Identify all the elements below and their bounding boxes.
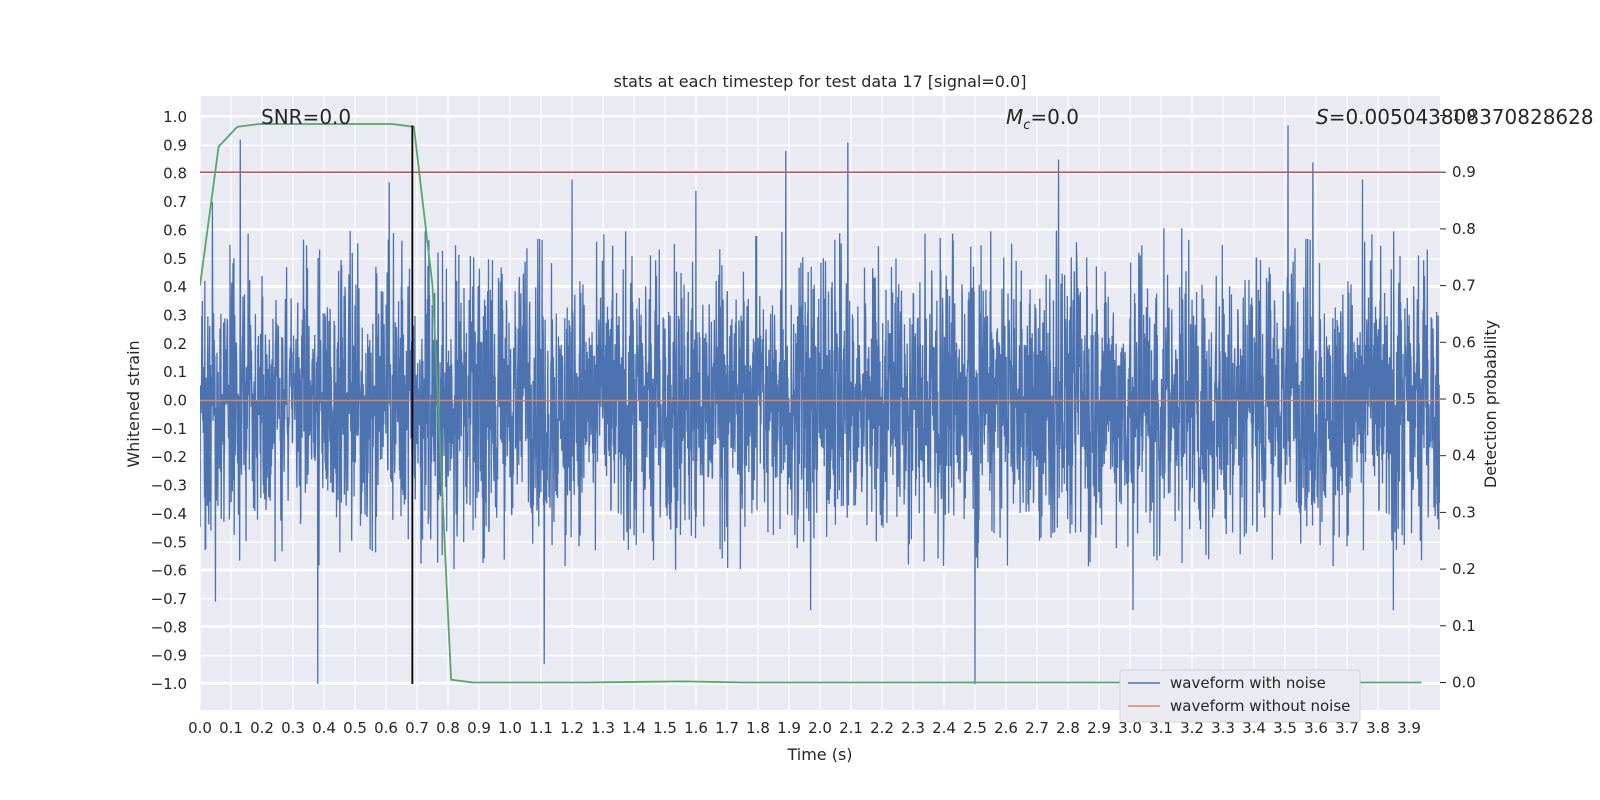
y-tick-label-left: −0.4: [151, 505, 187, 523]
x-tick-label: 2.4: [932, 719, 956, 737]
x-tick-label: 1.5: [653, 719, 677, 737]
x-tick-label: 0.2: [250, 719, 274, 737]
legend: waveform with noise waveform without noi…: [1119, 669, 1361, 723]
data-layer: [200, 123, 1440, 685]
y-tick-label-left: 0.7: [163, 193, 187, 211]
y-tick-label-left: 0.1: [163, 363, 187, 381]
x-tick-label: 2.6: [994, 719, 1018, 737]
y-tick-label-left: −0.9: [151, 647, 187, 665]
y-tick-label-left: 0.0: [163, 392, 187, 410]
x-tick-label: 2.5: [963, 719, 987, 737]
chart-title: stats at each timestep for test data 17 …: [614, 72, 1027, 91]
x-tick-label: 1.3: [591, 719, 615, 737]
legend-label-clean: waveform without noise: [1170, 697, 1350, 715]
x-tick-label: 3.3: [1211, 719, 1235, 737]
mc-value: =0.0: [1030, 105, 1079, 129]
y-tick-label-left: −1.0: [151, 675, 187, 693]
x-tick-label: 1.9: [777, 719, 801, 737]
mc-symbol: M: [1006, 105, 1023, 129]
y-tick-label-right: 0.4: [1452, 447, 1476, 465]
x-tick-label: 0.9: [467, 719, 491, 737]
x-tick-label: 3.5: [1273, 719, 1297, 737]
x-tick-label: 3.6: [1304, 719, 1328, 737]
x-tick-label: 0.5: [343, 719, 367, 737]
y-tick-label-right: 0.0: [1452, 674, 1476, 692]
x-tick-label: 2.7: [1025, 719, 1049, 737]
y-tick-label-right: 0.6: [1452, 333, 1476, 351]
x-tick-label: 0.8: [436, 719, 460, 737]
x-tick-label: 0.7: [405, 719, 429, 737]
s-annotation: S=0.005043808370828628: [1316, 105, 1594, 129]
y-tick-label-right: 0.5: [1452, 390, 1476, 408]
y-ticks-left: 1.0 0.9 0.8 0.7 0.6 0.5 0.4 0.3 0.2 0.1 0.0 −0.1 −0.…: [151, 108, 187, 693]
y-tick-label-right: 0.3: [1452, 503, 1476, 521]
y-tick-label-left: 0.8: [163, 165, 187, 183]
x-tick-label: 2.3: [901, 719, 925, 737]
y-tick-label-right: 0.9: [1452, 163, 1476, 181]
snr-prefix: SNR=: [261, 105, 319, 129]
y-tick-label-left: 0.9: [163, 136, 187, 154]
x-tick-label: 0.3: [281, 719, 305, 737]
x-tick-label: 3.1: [1149, 719, 1173, 737]
y-tick-label-left: −0.3: [151, 477, 187, 495]
y-tick-label-right: 0.8: [1452, 220, 1476, 238]
x-axis-label: Time (s): [786, 745, 852, 764]
x-tick-label: 3.8: [1366, 719, 1390, 737]
s-symbol: S: [1316, 105, 1329, 129]
x-tick-label: 1.6: [684, 719, 708, 737]
x-tick-label: 1.2: [560, 719, 584, 737]
y-tick-label-right: 1.0: [1452, 107, 1476, 125]
y-tick-label-right: 0.7: [1452, 277, 1476, 295]
y-tick-label-left: 0.5: [163, 250, 187, 268]
legend-box: [1119, 669, 1361, 723]
y-axis-label-right: Detection probability: [1481, 320, 1500, 488]
y-tick-label-left: 0.2: [163, 335, 187, 353]
x-tick-label: 0.0: [188, 719, 212, 737]
x-tick-label: 3.4: [1242, 719, 1266, 737]
y-tick-label-left: −0.7: [151, 590, 187, 608]
x-tick-label: 2.2: [870, 719, 894, 737]
series-detection-probability: [200, 123, 1422, 684]
s-value: =0.005043808370828628: [1329, 105, 1594, 129]
y-ticks-right: 1.0 0.9 0.8 0.7 0.6 0.5 0.4 0.3 0.2 0.1 0.0: [1440, 107, 1476, 692]
x-tick-label: 1.7: [715, 719, 739, 737]
y-tick-label-left: −0.8: [151, 618, 187, 636]
x-tick-label: 0.4: [312, 719, 336, 737]
y-tick-label-left: −0.5: [151, 533, 187, 551]
y-tick-label-left: −0.6: [151, 562, 187, 580]
y-tick-label-left: 0.4: [163, 278, 187, 296]
y-tick-label-left: −0.2: [151, 448, 187, 466]
x-tick-label: 2.0: [808, 719, 832, 737]
snr-value: 0.0: [319, 105, 351, 129]
y-tick-label-right: 0.1: [1452, 617, 1476, 635]
x-tick-label: 1.8: [746, 719, 770, 737]
x-tick-label: 3.7: [1335, 719, 1359, 737]
x-tick-label: 2.8: [1056, 719, 1080, 737]
legend-label-noise: waveform with noise: [1170, 674, 1326, 692]
y-tick-label-left: −0.1: [151, 420, 187, 438]
x-ticks: 0.0 0.1 0.2 0.3 0.4 0.5 0.6 0.7 0.8 0.9 1.0 1.1 1.2 1…: [188, 719, 1421, 737]
x-tick-label: 1.4: [622, 719, 646, 737]
x-tick-label: 1.1: [529, 719, 553, 737]
y-axis-label-left: Whitened strain: [124, 340, 143, 467]
y-tick-label-right: 0.2: [1452, 560, 1476, 578]
y-tick-label-left: 0.6: [163, 221, 187, 239]
x-tick-label: 2.1: [839, 719, 863, 737]
x-tick-label: 3.2: [1180, 719, 1204, 737]
y-tick-label-left: 1.0: [163, 108, 187, 126]
x-tick-label: 1.0: [498, 719, 522, 737]
x-tick-label: 0.6: [374, 719, 398, 737]
mc-annotation: Mc=0.0: [1006, 105, 1079, 133]
mc-subscript: c: [1023, 118, 1030, 133]
snr-annotation: SNR=0.0: [261, 105, 351, 129]
x-tick-label: 3.9: [1397, 719, 1421, 737]
x-tick-label: 2.9: [1087, 719, 1111, 737]
x-tick-label: 0.1: [219, 719, 243, 737]
y-tick-label-left: 0.3: [163, 306, 187, 324]
x-tick-label: 3.0: [1118, 719, 1142, 737]
series-waveform-with-noise: [200, 125, 1440, 685]
